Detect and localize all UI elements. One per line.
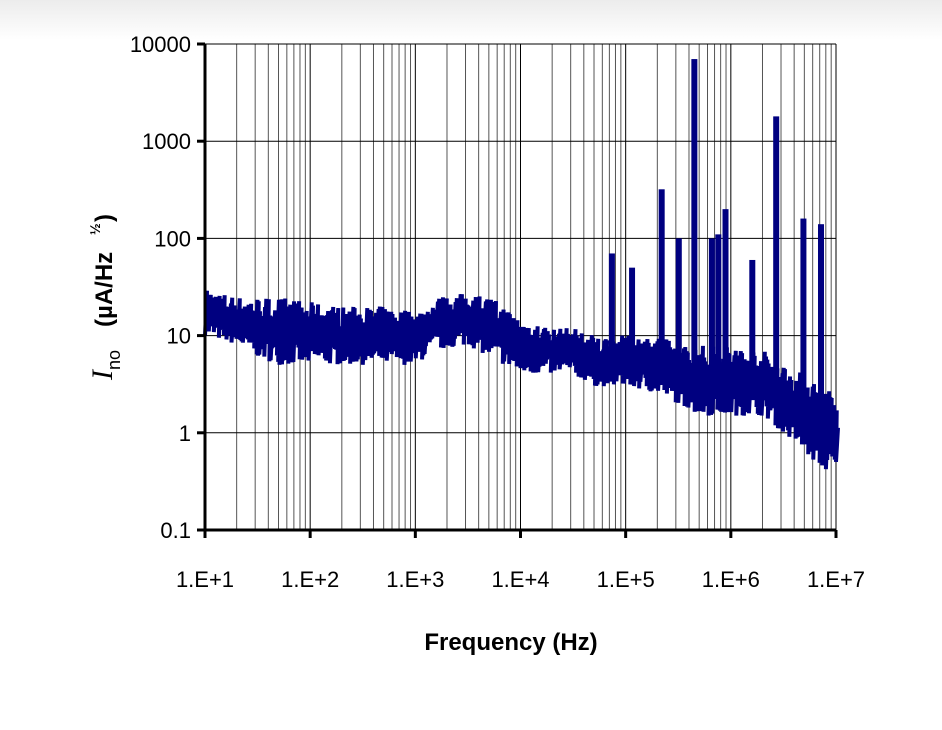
- spur-peak: [691, 59, 698, 384]
- grid: [204, 43, 837, 531]
- y-label-close: ): [91, 214, 118, 222]
- y-tick-label: 10: [167, 324, 191, 349]
- x-tick-labels: 1.E+1 1.E+2 1.E+3 1.E+4 1.E+5 1.E+6 1.E+7: [176, 567, 865, 592]
- spur-peak: [608, 253, 615, 358]
- y-tick-label: 1000: [142, 129, 191, 154]
- y-tick-label: 1: [179, 421, 191, 446]
- spur-peak: [773, 116, 780, 398]
- x-tick-label: 1.E+1: [176, 567, 234, 592]
- spur-peak: [629, 267, 636, 359]
- spur-peak: [800, 218, 807, 425]
- y-label-symbol: I: [86, 368, 119, 381]
- x-tick-label: 1.E+6: [702, 567, 760, 592]
- spur-peak: [658, 189, 665, 367]
- y-axis-label: I no (µA/Hz ½ ): [86, 214, 124, 381]
- spur-peak: [722, 209, 729, 387]
- spur-peak: [749, 259, 756, 387]
- y-label-units: (µA/Hz: [91, 252, 118, 327]
- y-tick-label: 10000: [130, 32, 191, 57]
- x-tick-label: 1.E+5: [597, 567, 655, 592]
- y-tick-label: 0.1: [160, 518, 191, 543]
- x-axis-label: Frequency (Hz): [424, 629, 597, 656]
- spur-peak: [708, 238, 715, 387]
- y-label-subscript: no: [104, 350, 124, 370]
- y-label-exponent: ½: [87, 223, 103, 235]
- noise-trace: [203, 290, 840, 470]
- spur-peak: [675, 238, 682, 375]
- y-tick-label: 100: [154, 226, 191, 251]
- spur-peak: [817, 224, 824, 439]
- x-tick-label: 1.E+3: [386, 567, 444, 592]
- x-tick-label: 1.E+7: [807, 567, 865, 592]
- axes: [197, 42, 838, 538]
- x-tick-label: 1.E+2: [281, 567, 339, 592]
- x-tick-label: 1.E+4: [491, 567, 549, 592]
- series-trace: [203, 59, 840, 470]
- y-tick-labels: 0.1 1 10 100 1000 10000: [130, 32, 191, 543]
- spur-peak: [715, 234, 722, 387]
